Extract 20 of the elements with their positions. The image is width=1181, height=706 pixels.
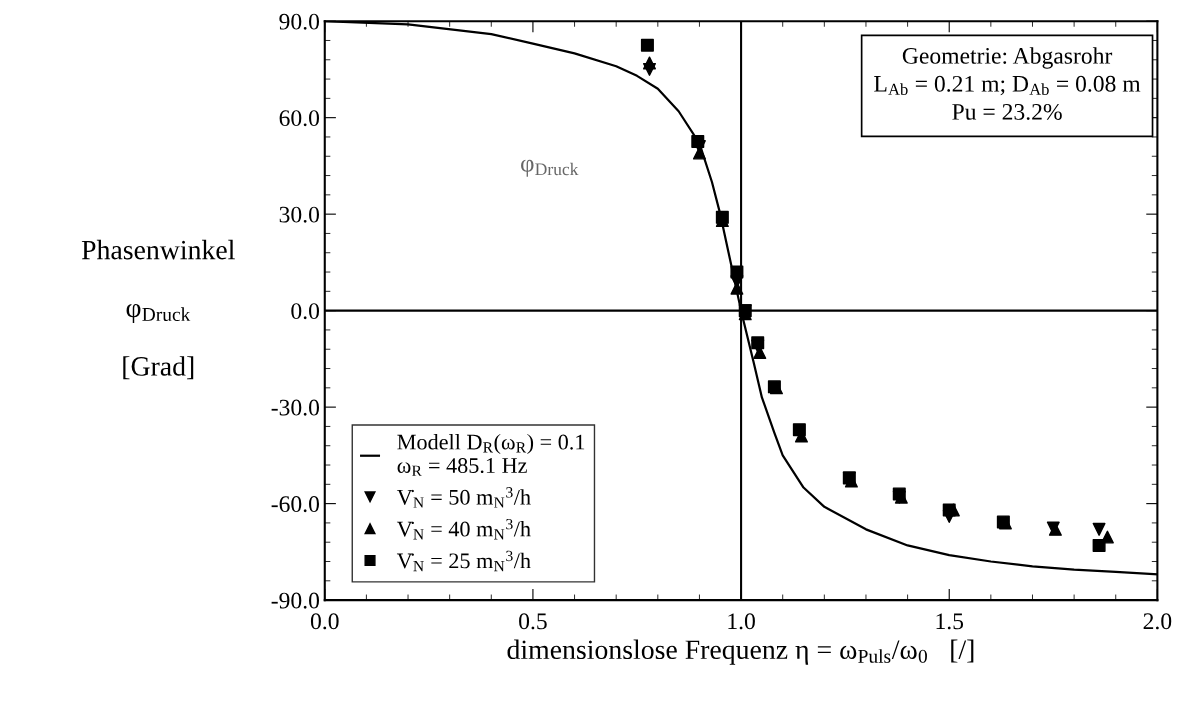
legend-label: V̇$_{N}$ = 25 m$_{N}$$^{3}$/h: [396, 550, 531, 572]
annotation: φ$_{Druck}$: [521, 159, 579, 177]
y-tick-label: -90.0: [271, 592, 320, 609]
y-tick-label: -60.0: [271, 496, 320, 513]
legend-label: V̇$_{N}$ = 40 m$_{N}$$^{3}$/h: [396, 518, 531, 540]
x-tick-label: 1.5: [936, 613, 964, 630]
text: Phasenwinkel φ$_{Druck}$ [Grad]: [81, 239, 235, 380]
x-tick-label: 1.0: [728, 613, 755, 630]
text: dimensionslose Frequenz η = ω$_{Puls}$/ω$_{0}$ [/]: [507, 639, 974, 665]
y-tick-label: 60.0: [279, 110, 320, 127]
legend-label: V̇$_{N}$ = 50 m$_{N}$$^{3}$/h: [396, 487, 531, 508]
text: Modell D$_{R}$(ω$_{R}$) = 0.1 ω$_{R}$ = 485.1 Hz: [397, 433, 585, 476]
x-tick-label: 0.5: [519, 613, 547, 630]
annotation: Geometrie: Abgasrohr L$_{Ab}$ = 0.21 m; D$_{Ab}$ = 0.08 m Pu = 23.2%: [874, 47, 1141, 120]
x-tick-label: 2.0: [1143, 613, 1172, 630]
y-tick-label: 0.0: [291, 303, 320, 320]
y-tick-label: 90.0: [279, 13, 320, 30]
y-tick-label: 30.0: [279, 206, 320, 223]
y-tick-label: -30.0: [271, 399, 320, 416]
x-tick-label: 0.0: [310, 613, 339, 630]
